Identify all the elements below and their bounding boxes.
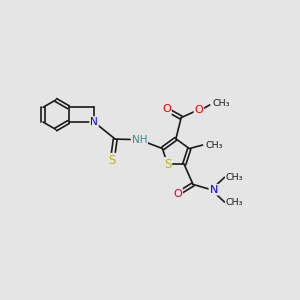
Text: N: N bbox=[90, 117, 98, 127]
Text: N: N bbox=[209, 185, 218, 195]
Text: CH₃: CH₃ bbox=[213, 99, 230, 108]
Text: O: O bbox=[162, 104, 171, 114]
Text: NH: NH bbox=[132, 135, 147, 145]
Text: O: O bbox=[173, 189, 182, 199]
Text: CH₃: CH₃ bbox=[226, 198, 243, 207]
Text: S: S bbox=[109, 154, 116, 167]
Text: O: O bbox=[194, 105, 203, 115]
Text: S: S bbox=[164, 158, 171, 171]
Text: CH₃: CH₃ bbox=[206, 140, 223, 149]
Text: CH₃: CH₃ bbox=[226, 173, 243, 182]
